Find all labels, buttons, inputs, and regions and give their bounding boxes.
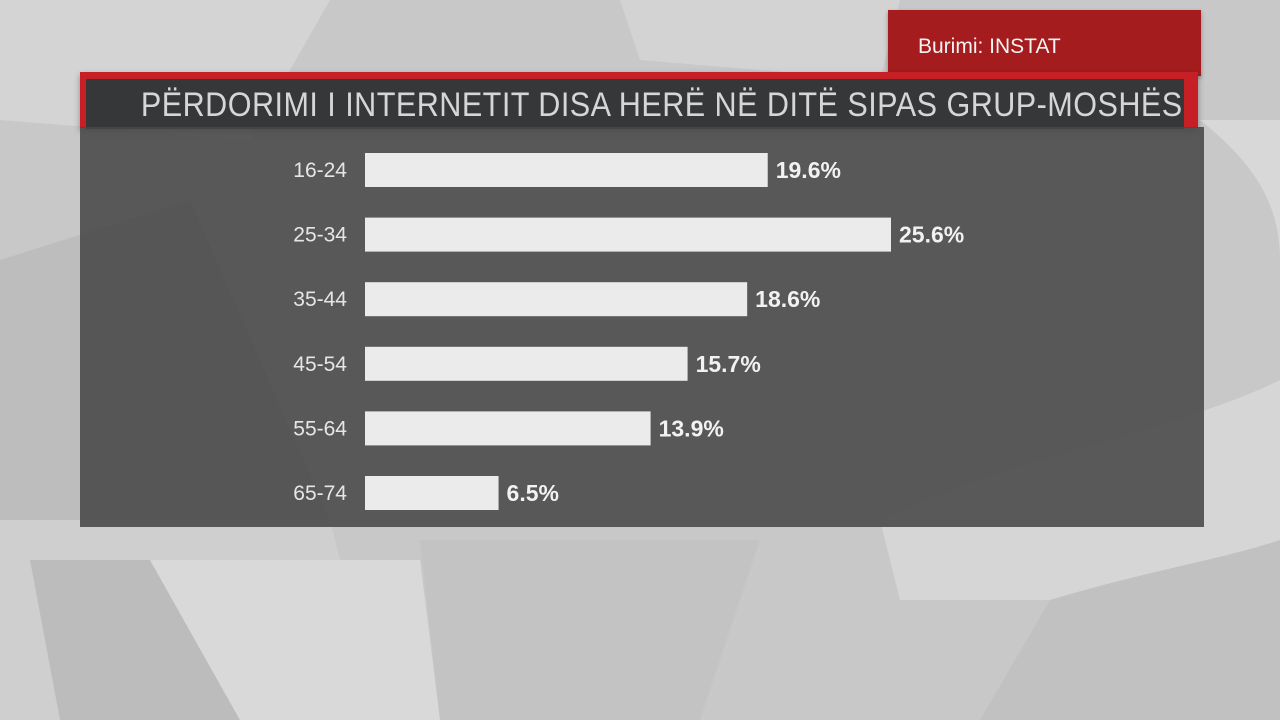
bar	[365, 282, 748, 317]
value-label: 25.6%	[899, 222, 964, 248]
value-label: 13.9%	[659, 415, 724, 441]
category-label: 45-54	[293, 353, 347, 376]
value-label: 19.6%	[776, 157, 841, 183]
bar	[365, 346, 688, 381]
title-bar: PËRDORIMI I INTERNETIT DISA HERË NË DITË…	[86, 79, 1184, 129]
source-tag: Burimi: INSTAT	[888, 10, 1201, 76]
category-label: 35-44	[293, 288, 347, 311]
category-label: 55-64	[293, 417, 347, 440]
category-label: 16-24	[293, 159, 347, 182]
chart-title: PËRDORIMI I INTERNETIT DISA HERË NË DITË…	[140, 86, 1183, 124]
category-label: 25-34	[293, 224, 347, 247]
source-label: Burimi: INSTAT	[918, 35, 1061, 58]
category-label: 65-74	[293, 482, 347, 505]
bar	[365, 411, 651, 446]
value-label: 6.5%	[507, 480, 559, 506]
bar	[365, 476, 499, 510]
value-label: 15.7%	[696, 351, 761, 377]
bar	[365, 153, 768, 187]
bar-chart: 16-24 19.6% 25-34 25.6% 35-44 18.6% 45-54 15.7%…	[293, 153, 964, 510]
chart-panel: 16-24 19.6% 25-34 25.6% 35-44 18.6% 45-54 15.7%…	[80, 127, 1204, 527]
bar	[365, 217, 891, 252]
value-label: 18.6%	[755, 286, 820, 312]
